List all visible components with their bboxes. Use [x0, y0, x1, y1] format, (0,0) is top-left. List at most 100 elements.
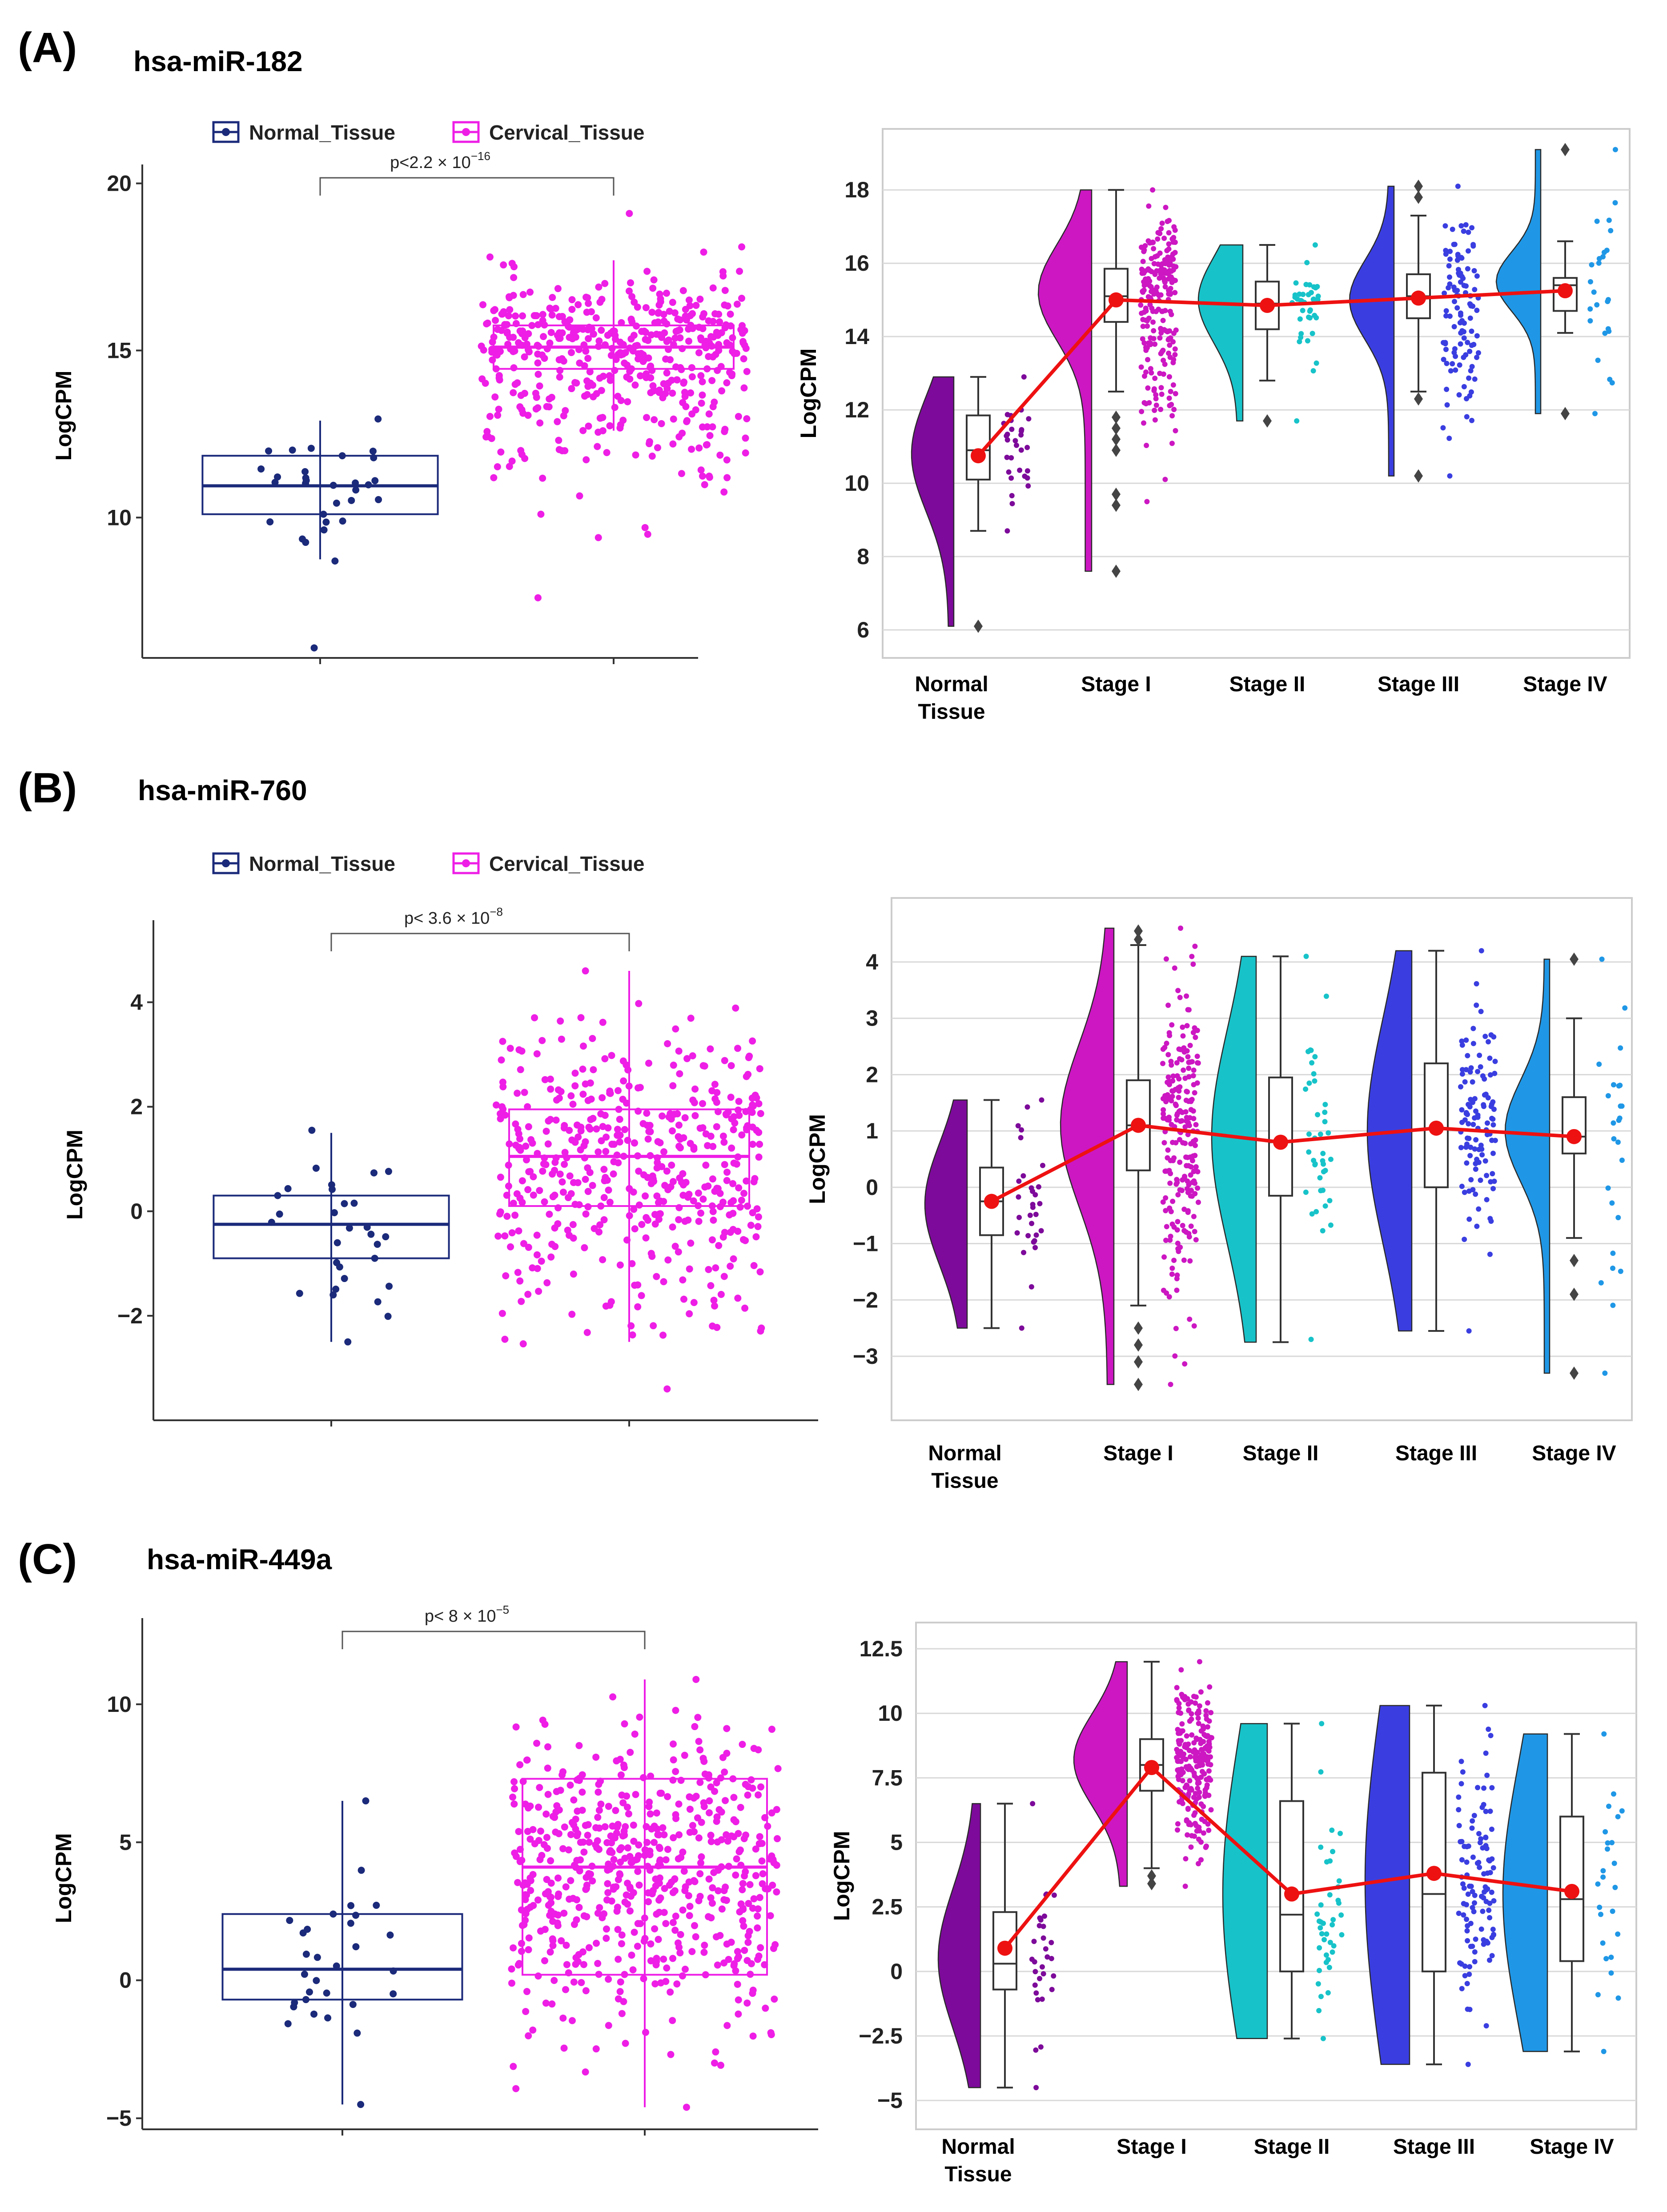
- data-point: [1469, 364, 1475, 369]
- data-point: [1042, 1913, 1048, 1919]
- data-point: [660, 1278, 667, 1286]
- data-point: [541, 1154, 548, 1162]
- data-point: [751, 1091, 759, 1099]
- data-point: [566, 1126, 573, 1134]
- data-point: [1468, 1065, 1474, 1071]
- y-tick-label: 12: [844, 397, 869, 422]
- data-point: [490, 307, 498, 314]
- data-point: [1610, 1266, 1615, 1271]
- data-point: [727, 1262, 734, 1270]
- stage-group-4: [1505, 952, 1628, 1380]
- data-point: [1037, 1201, 1043, 1206]
- data-point: [1162, 1093, 1168, 1098]
- data-point: [1454, 305, 1460, 311]
- data-point: [1465, 266, 1470, 272]
- data-point: [1466, 375, 1472, 381]
- data-point: [638, 1292, 645, 1299]
- data-point: [1187, 1718, 1193, 1724]
- data-point: [598, 387, 605, 394]
- data-point: [1622, 1005, 1628, 1011]
- data-point: [735, 1830, 742, 1837]
- data-point: [329, 481, 337, 489]
- data-point: [574, 1179, 582, 1186]
- data-point: [624, 398, 631, 405]
- data-point: [589, 1182, 596, 1189]
- y-tick-label: −5: [877, 2088, 903, 2113]
- data-point: [558, 1035, 565, 1043]
- data-point: [559, 2014, 567, 2022]
- data-point: [290, 2003, 297, 2011]
- data-point: [739, 1904, 747, 1912]
- data-point: [675, 1204, 683, 1211]
- data-point: [1467, 1153, 1473, 1158]
- data-point: [1459, 1183, 1465, 1189]
- data-point: [390, 1990, 397, 1998]
- data-point: [1048, 1956, 1054, 1961]
- data-point: [1315, 297, 1321, 303]
- data-point: [512, 2085, 520, 2092]
- data-point: [1611, 1120, 1616, 1126]
- data-point: [1165, 1002, 1171, 1008]
- data-point: [1446, 435, 1452, 441]
- data-point: [617, 1978, 624, 1986]
- x-category-label: Stage II: [1243, 1442, 1319, 1465]
- data-point: [710, 1216, 717, 1224]
- data-point: [683, 418, 691, 425]
- data-point: [522, 1800, 529, 1808]
- data-point: [555, 437, 562, 444]
- mean-trend: [984, 1118, 1582, 1209]
- data-point: [1190, 961, 1196, 967]
- data-point: [1320, 1228, 1326, 1234]
- data-point: [1140, 324, 1146, 329]
- data-point: [754, 1905, 762, 1913]
- data-point: [533, 1739, 541, 1747]
- data-point: [1619, 1808, 1625, 1814]
- data-point: [1182, 1785, 1188, 1791]
- data-point: [1191, 1323, 1197, 1329]
- data-point: [1036, 1923, 1042, 1928]
- data-point: [635, 1881, 643, 1889]
- data-point: [1180, 1033, 1186, 1039]
- data-point: [603, 449, 611, 457]
- data-point: [668, 377, 675, 384]
- data-point: [635, 1167, 643, 1175]
- data-point: [645, 1898, 652, 1905]
- data-point: [554, 1204, 562, 1212]
- data-point: [1185, 1208, 1191, 1214]
- x-category-line: Stage IV: [1530, 2135, 1614, 2159]
- data-point: [1009, 493, 1015, 498]
- data-point: [729, 1226, 737, 1233]
- data-point: [492, 365, 500, 373]
- outlier-marker: [1263, 414, 1272, 428]
- data-point: [1481, 1937, 1486, 1943]
- data-point: [709, 1208, 717, 1215]
- data-point: [749, 1037, 756, 1045]
- data-point: [768, 1809, 775, 1817]
- group-normal-tissue: [221, 1797, 463, 2108]
- mean-point: [1429, 1120, 1444, 1136]
- data-point: [1168, 1382, 1173, 1387]
- data-point: [1027, 1212, 1033, 1218]
- data-point: [623, 1061, 630, 1069]
- data-point: [1026, 416, 1032, 422]
- data-point: [302, 474, 309, 482]
- data-point: [1182, 1174, 1188, 1179]
- data-point: [704, 1182, 712, 1190]
- half-violin: [1505, 958, 1551, 1374]
- rain-points: [1303, 954, 1334, 1342]
- data-point: [569, 1100, 577, 1108]
- data-point: [695, 349, 703, 357]
- data-point: [1198, 1689, 1204, 1695]
- data-point: [498, 1310, 506, 1317]
- data-point: [1141, 340, 1147, 346]
- data-point: [1158, 330, 1164, 336]
- data-point: [1609, 1840, 1615, 1846]
- data-point: [365, 481, 372, 489]
- data-point: [558, 1178, 566, 1186]
- data-point: [628, 1260, 636, 1267]
- data-point: [583, 309, 590, 316]
- data-point: [1491, 1034, 1497, 1040]
- x-category-line: Stage II: [1243, 1442, 1319, 1465]
- data-point: [593, 1125, 600, 1133]
- data-point: [1474, 355, 1480, 361]
